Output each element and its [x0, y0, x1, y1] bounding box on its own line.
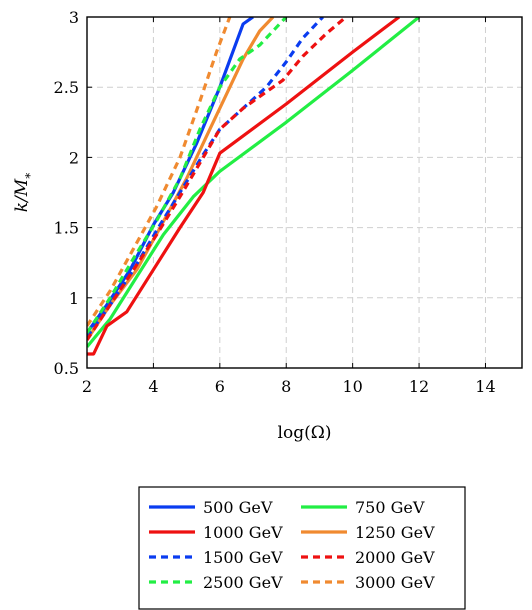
y-axis-label-text: k/M*: [12, 173, 37, 212]
x-tick-label: 2: [82, 377, 92, 396]
legend: 500 GeV 750 GeV 1000 GeV 1250 GeV 1500 GeV 20…: [138, 486, 466, 610]
series-line: [87, 17, 288, 334]
legend-label: 3000 GeV: [355, 573, 435, 592]
axis-ticks: 2 4 6 8 10 12 14 0.5 1 1.5 2 2.5 3: [54, 8, 496, 396]
y-tick-label: 3: [69, 8, 79, 27]
x-tick-label: 14: [475, 377, 495, 396]
y-tick-label: 1.5: [54, 219, 79, 238]
x-tick-label: 8: [281, 377, 291, 396]
legend-label: 1250 GeV: [355, 523, 435, 542]
x-tick-label: 6: [215, 377, 225, 396]
grid: [87, 17, 522, 368]
series-line: [87, 17, 421, 348]
series-line: [87, 17, 401, 356]
x-tick-label: 4: [148, 377, 158, 396]
legend-label: 2500 GeV: [203, 573, 283, 592]
y-tick-label: 2.5: [54, 78, 79, 97]
series-lines: [87, 17, 421, 356]
series-line: [87, 17, 232, 327]
y-axis-label: k/M*: [12, 173, 37, 212]
legend-label: 750 GeV: [355, 498, 425, 517]
legend-label: 2000 GeV: [355, 548, 435, 567]
legend-label: 1000 GeV: [203, 523, 283, 542]
series-line: [87, 17, 348, 341]
legend-label: 500 GeV: [203, 498, 273, 517]
plot-frame: [86, 16, 523, 369]
y-tick-label: 2: [69, 148, 79, 167]
x-axis-label: log(Ω): [278, 423, 332, 443]
x-tick-label: 10: [342, 377, 362, 396]
y-tick-label: 0.5: [54, 359, 79, 378]
x-tick-label: 12: [409, 377, 429, 396]
y-tick-label: 1: [69, 289, 79, 308]
legend-label: 1500 GeV: [203, 548, 283, 567]
